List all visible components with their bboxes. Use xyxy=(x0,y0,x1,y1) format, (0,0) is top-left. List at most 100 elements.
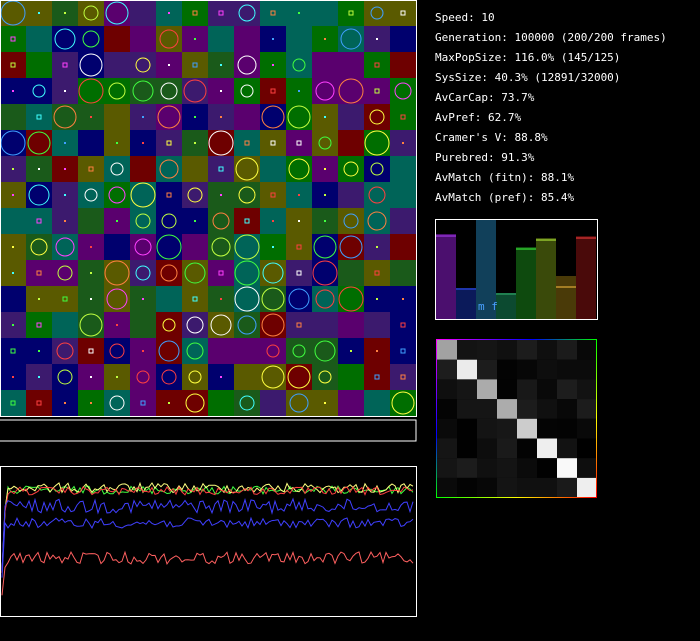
stat-line: MaxPopSize: 116.0% (145/125) xyxy=(435,51,620,64)
cell xyxy=(26,26,52,52)
agent xyxy=(343,213,359,229)
agent xyxy=(212,212,230,230)
agent xyxy=(78,78,104,104)
cell xyxy=(286,286,312,312)
agent xyxy=(218,166,224,172)
cell xyxy=(156,208,182,234)
cell xyxy=(234,364,260,390)
agent xyxy=(220,64,222,66)
grid-border xyxy=(0,0,417,417)
cell xyxy=(364,390,390,416)
agent xyxy=(237,55,257,75)
cell xyxy=(0,104,26,130)
cell xyxy=(130,390,156,416)
agent xyxy=(402,142,404,144)
agent xyxy=(287,105,311,129)
cell xyxy=(208,130,234,156)
agent xyxy=(12,324,14,326)
agent xyxy=(12,376,14,378)
cell xyxy=(182,312,208,338)
cell xyxy=(390,104,416,130)
cell xyxy=(260,182,286,208)
cell xyxy=(286,156,312,182)
cell xyxy=(338,182,364,208)
agent xyxy=(64,168,66,170)
agent xyxy=(339,235,363,259)
agent xyxy=(64,220,66,222)
agent xyxy=(157,105,181,129)
agent xyxy=(270,140,276,146)
cell xyxy=(0,26,26,52)
cell xyxy=(52,52,78,78)
agent xyxy=(12,272,14,274)
cell xyxy=(52,104,78,130)
cell xyxy=(182,182,208,208)
agent xyxy=(244,140,250,146)
stat-line: AvPref: 62.7% xyxy=(435,111,521,124)
agent xyxy=(340,28,362,50)
agent xyxy=(106,288,128,310)
cell xyxy=(234,156,260,182)
matrix-cell xyxy=(557,379,577,400)
cell xyxy=(156,260,182,286)
cell xyxy=(312,312,338,338)
agent xyxy=(292,58,306,72)
matrix-cell xyxy=(557,359,577,380)
bar xyxy=(456,288,476,319)
bar xyxy=(436,234,456,319)
cell xyxy=(78,156,104,182)
agent xyxy=(324,168,326,170)
agent xyxy=(296,244,302,250)
matrix-cell xyxy=(537,477,557,498)
agent xyxy=(116,142,118,144)
cell xyxy=(286,234,312,260)
agent xyxy=(12,168,14,170)
cell xyxy=(364,182,390,208)
matrix-cell xyxy=(497,399,517,419)
agent xyxy=(211,237,231,257)
cell xyxy=(104,182,130,208)
agent xyxy=(38,168,40,170)
agent xyxy=(132,80,154,102)
stat-line: Cramer's V: 88.8% xyxy=(435,131,548,144)
cell xyxy=(130,312,156,338)
cell xyxy=(104,390,130,416)
agent xyxy=(108,186,126,204)
cell xyxy=(390,182,416,208)
cell xyxy=(286,26,312,52)
agent xyxy=(374,88,380,94)
agent xyxy=(240,84,254,98)
agent xyxy=(391,391,415,415)
cell xyxy=(312,0,338,26)
cell xyxy=(130,182,156,208)
history-line xyxy=(1,486,414,574)
agent xyxy=(218,270,224,276)
cell xyxy=(312,260,338,286)
cell xyxy=(234,26,260,52)
cell xyxy=(390,208,416,234)
cell xyxy=(390,78,416,104)
agent xyxy=(84,188,98,202)
cell xyxy=(78,130,104,156)
cell xyxy=(182,260,208,286)
cell xyxy=(78,78,104,104)
cell xyxy=(286,104,312,130)
cell xyxy=(260,0,286,26)
matrix-cell xyxy=(497,418,517,439)
agent xyxy=(244,218,250,224)
agent xyxy=(364,130,390,156)
matrix-cell xyxy=(517,477,537,498)
matrix-cell xyxy=(577,359,597,380)
agent xyxy=(315,289,335,309)
cell xyxy=(260,260,286,286)
agent xyxy=(261,365,285,389)
cell xyxy=(364,104,390,130)
matrix-cell xyxy=(477,418,497,439)
cell xyxy=(286,338,312,364)
agent xyxy=(36,218,42,224)
history-line xyxy=(1,550,414,596)
agent xyxy=(156,234,182,260)
cell xyxy=(156,338,182,364)
agent xyxy=(376,246,378,248)
